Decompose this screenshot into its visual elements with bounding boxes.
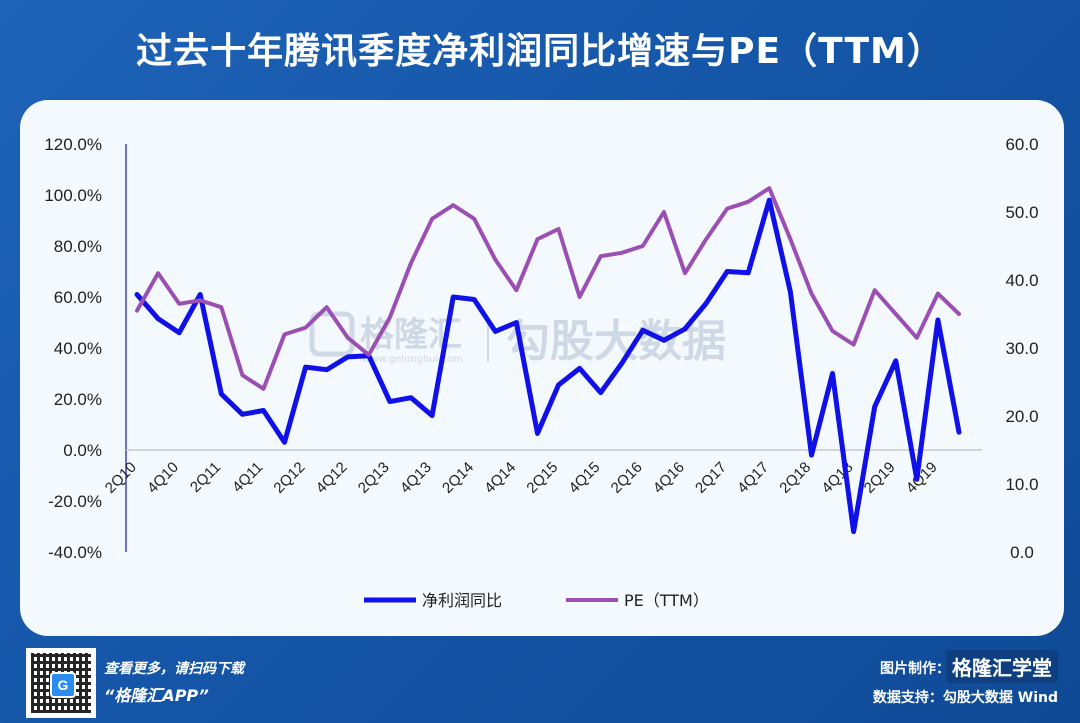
qr-code-icon[interactable]: G bbox=[26, 648, 96, 718]
y-right-tick-label: 50.0 bbox=[1005, 203, 1038, 222]
x-tick-label: 4Q12 bbox=[313, 459, 351, 497]
y-left-tick-label: 80.0% bbox=[54, 237, 102, 256]
x-tick-label: 2Q16 bbox=[608, 459, 646, 497]
y-right-tick-label: 40.0 bbox=[1005, 271, 1038, 290]
x-tick-label: 4Q10 bbox=[144, 459, 182, 497]
x-tick-label: 4Q13 bbox=[397, 459, 435, 497]
y-right-tick-label: 20.0 bbox=[1005, 407, 1038, 426]
x-tick-label: 2Q12 bbox=[270, 459, 308, 497]
x-tick-label: 2Q18 bbox=[776, 459, 814, 497]
x-tick-label: 4Q18 bbox=[818, 459, 856, 497]
legend: 净利润同比 PE（TTM） bbox=[364, 591, 709, 610]
y-left-tick-label: 60.0% bbox=[54, 288, 102, 307]
y-right-tick-label: 60.0 bbox=[1005, 135, 1038, 154]
y-right-tick-label: 10.0 bbox=[1005, 475, 1038, 494]
x-tick-label: 4Q17 bbox=[734, 459, 772, 497]
data-source: 数据支持：勾股大数据 Wind bbox=[872, 690, 1058, 706]
y-left-tick-label: 120.0% bbox=[44, 135, 102, 154]
x-tick-label: 2Q10 bbox=[102, 459, 140, 497]
x-tick-label: 4Q19 bbox=[903, 459, 941, 497]
app-name: “格隆汇APP” bbox=[104, 686, 209, 705]
series-profit-growth-line bbox=[134, 197, 962, 535]
y-left-tick-label: -20.0% bbox=[48, 492, 102, 511]
chart-panel: 格隆汇 www.gelonghui.com 勾股大数据 120.0% 100.0%… bbox=[20, 100, 1064, 636]
line-chart: 格隆汇 www.gelonghui.com 勾股大数据 120.0%100.0%… bbox=[44, 135, 1038, 610]
legend-label: PE（TTM） bbox=[624, 591, 709, 610]
scan-hint: 查看更多，请扫码下载 bbox=[104, 661, 244, 677]
x-tick-label: 4Q14 bbox=[481, 459, 519, 497]
watermark-data: 勾股大数据 bbox=[506, 316, 726, 367]
legend-label: 净利润同比 bbox=[422, 591, 502, 610]
x-tick-label: 2Q13 bbox=[355, 459, 393, 497]
y-left-tick-label: 20.0% bbox=[54, 390, 102, 409]
x-tick-label: 4Q16 bbox=[650, 459, 688, 497]
y-left-tick-label: 100.0% bbox=[44, 186, 102, 205]
x-tick-label: 4Q15 bbox=[566, 459, 604, 497]
brand-logo: 格隆汇学堂 bbox=[946, 650, 1058, 683]
x-tick-label: 4Q11 bbox=[229, 459, 266, 496]
x-tick-label: 2Q11 bbox=[187, 459, 224, 496]
y-left-tick-label: -40.0% bbox=[48, 543, 102, 562]
y-right-tick-label: 30.0 bbox=[1005, 339, 1038, 358]
y-left-tick-label: 40.0% bbox=[54, 339, 102, 358]
y-right-tick-label: 0.0 bbox=[1010, 543, 1034, 562]
x-tick-label: 2Q17 bbox=[692, 459, 730, 497]
made-by-label: 图片制作： bbox=[880, 661, 950, 677]
footer: G 查看更多，请扫码下载 “格隆汇APP” 图片制作： 格隆汇学堂 数据支持：勾… bbox=[0, 636, 1080, 723]
chart-title: 过去十年腾讯季度净利润同比增速与PE（TTM） bbox=[136, 31, 944, 72]
x-tick-label: 2Q15 bbox=[523, 459, 561, 497]
watermark-url: www.gelonghui.com bbox=[362, 354, 463, 365]
x-tick-label: 2Q14 bbox=[439, 459, 477, 497]
y-left-tick-label: 0.0% bbox=[63, 441, 102, 460]
series-pe-line bbox=[135, 186, 961, 391]
